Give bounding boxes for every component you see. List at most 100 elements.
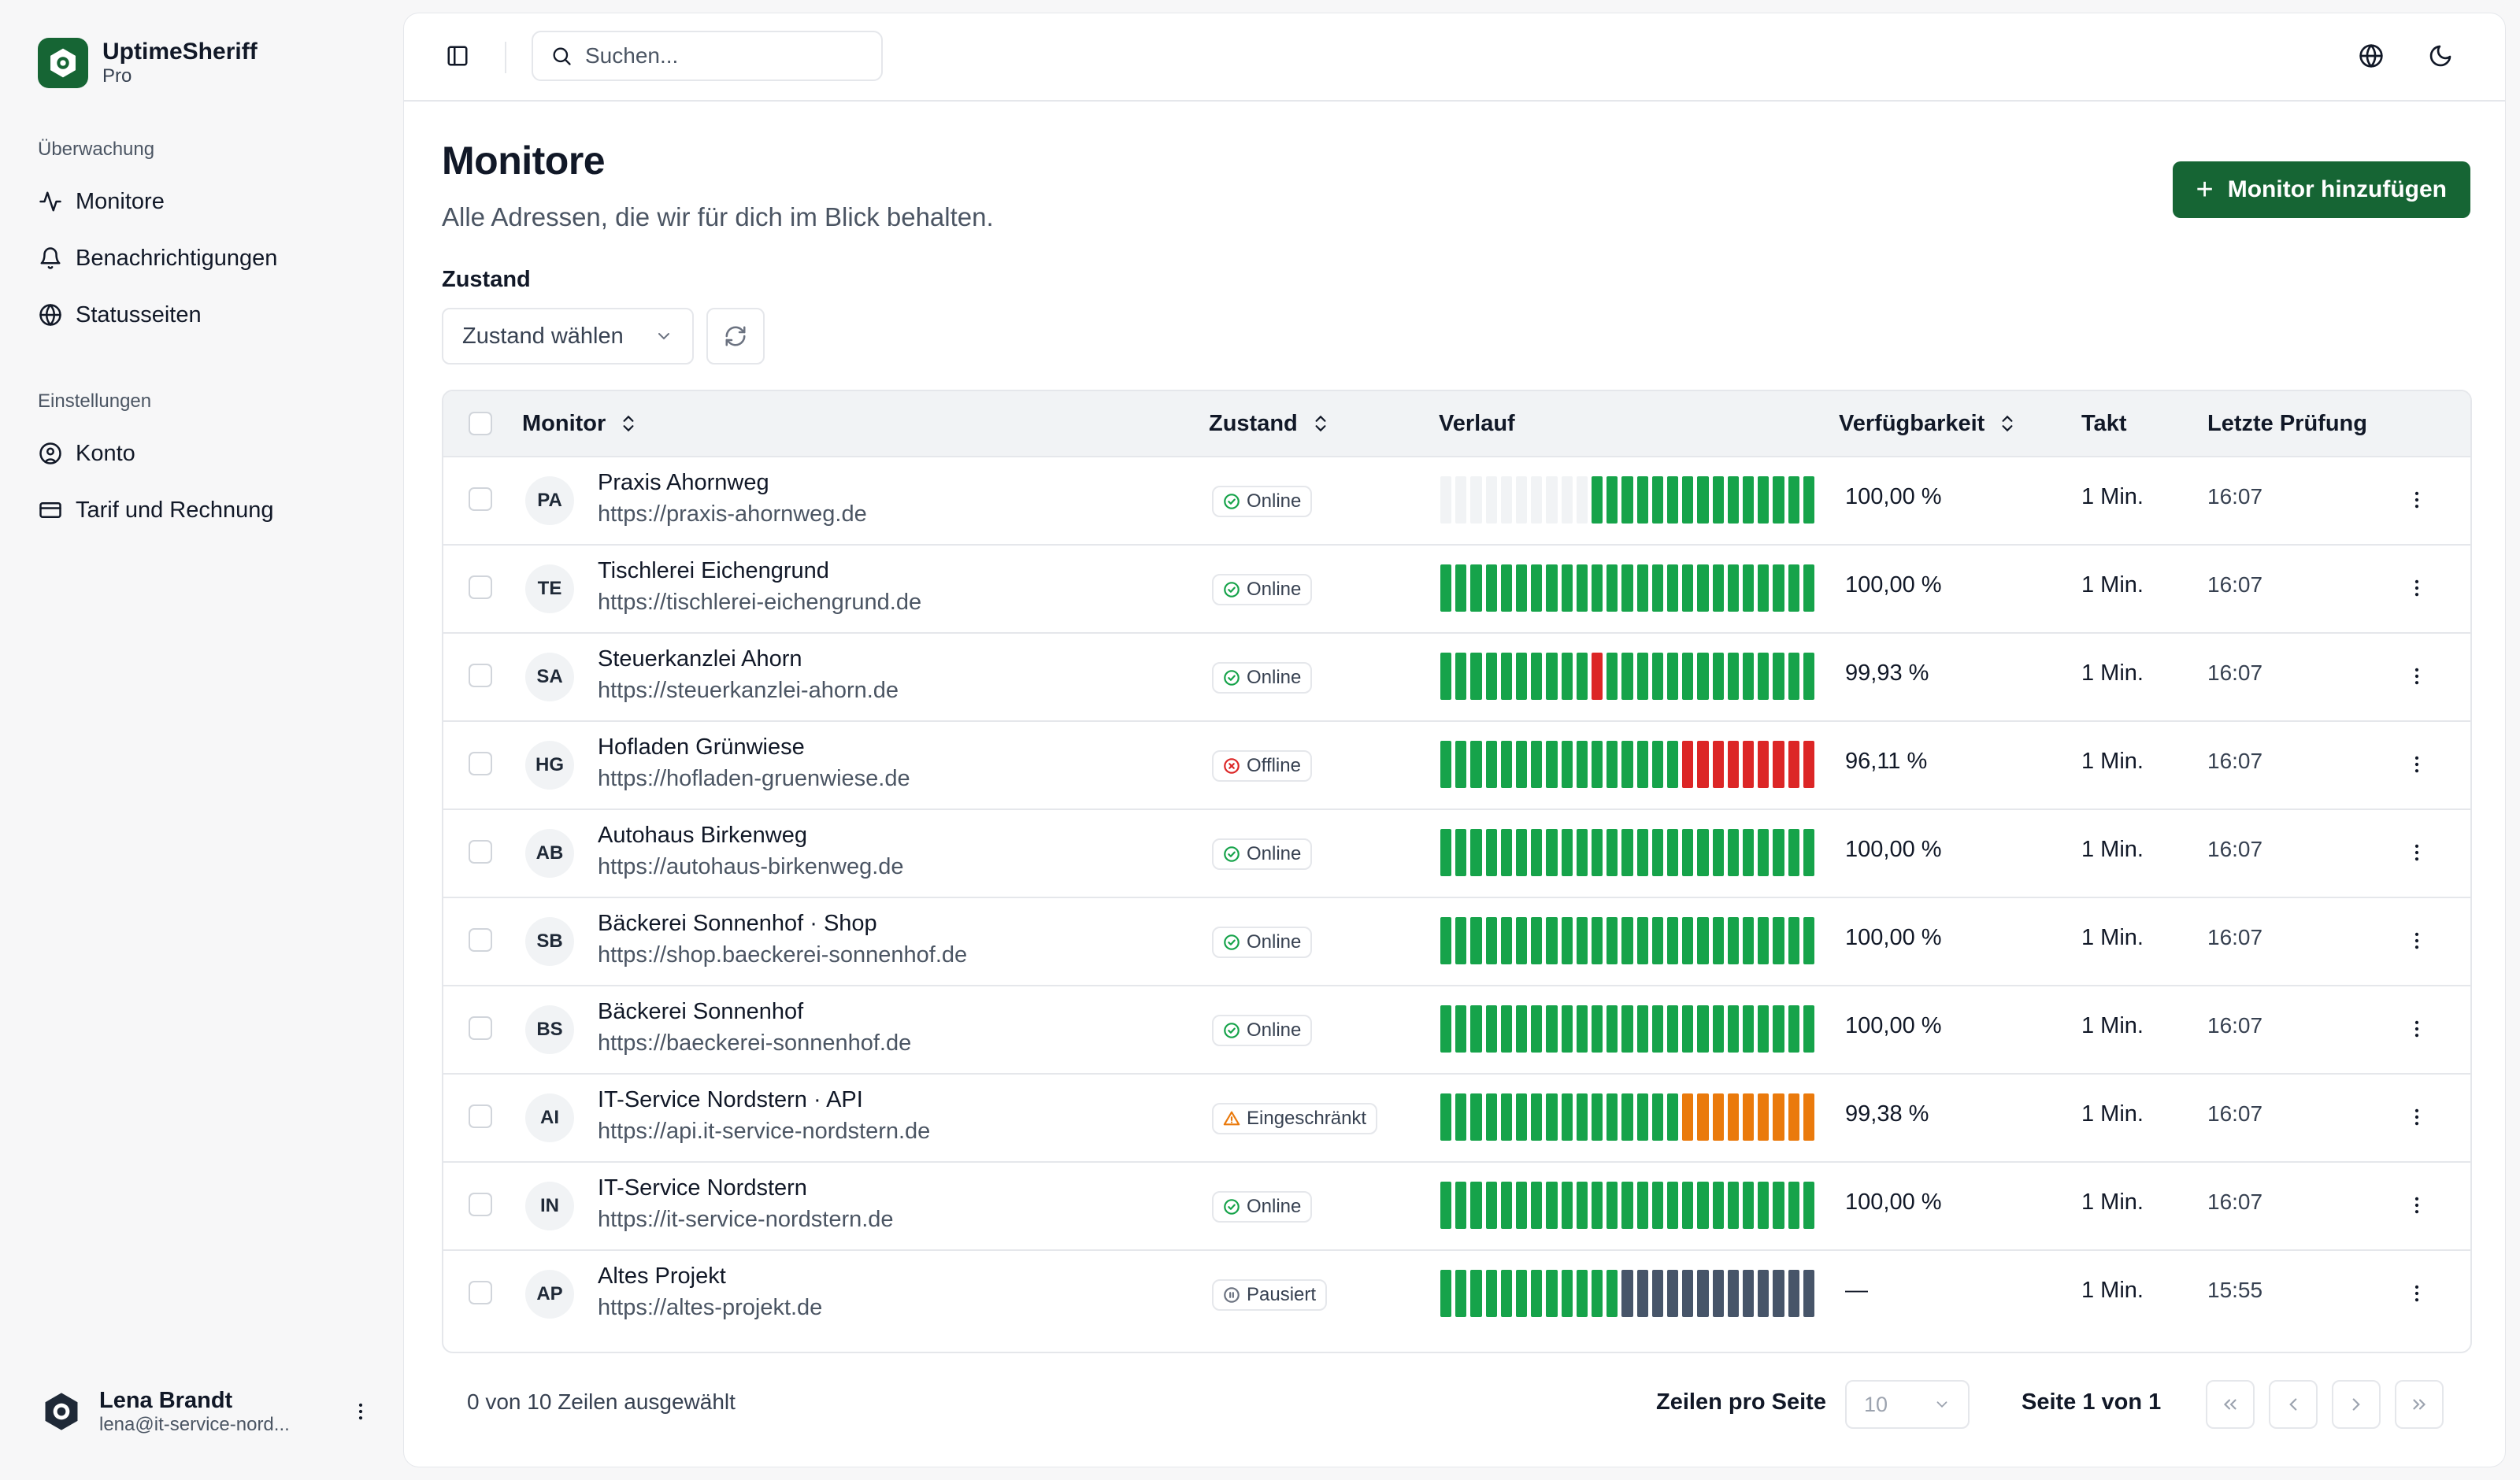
history-bar[interactable] bbox=[1576, 917, 1588, 964]
history-bar[interactable] bbox=[1682, 741, 1694, 788]
history-bar[interactable] bbox=[1440, 917, 1452, 964]
history-bar[interactable] bbox=[1485, 1005, 1497, 1053]
table-row[interactable]: IN IT-Service Nordstern https://it-service… bbox=[443, 1161, 2470, 1251]
history-bar[interactable] bbox=[1470, 1182, 1482, 1229]
history-bar[interactable] bbox=[1712, 1005, 1724, 1053]
history-bar[interactable] bbox=[1470, 1270, 1482, 1317]
history-bar[interactable] bbox=[1788, 1182, 1799, 1229]
monitor-url[interactable]: https://shop.baeckerei-sonnenhof.de bbox=[598, 942, 968, 968]
history-bar[interactable] bbox=[1606, 829, 1618, 876]
history-bar[interactable] bbox=[1636, 917, 1648, 964]
sidebar-item-tarif-und-rechnung[interactable]: Tarif und Rechnung bbox=[38, 490, 376, 531]
history-bar[interactable] bbox=[1651, 1005, 1663, 1053]
history-bar[interactable] bbox=[1485, 476, 1497, 524]
sidebar-item-benachrichtigungen[interactable]: Benachrichtigungen bbox=[38, 238, 376, 279]
history-bar[interactable] bbox=[1485, 564, 1497, 612]
history-bar[interactable] bbox=[1470, 476, 1482, 524]
history-bar[interactable] bbox=[1455, 653, 1467, 700]
history-bar[interactable] bbox=[1636, 564, 1648, 612]
history-bar[interactable] bbox=[1561, 829, 1573, 876]
history-bar[interactable] bbox=[1697, 1093, 1709, 1141]
history-bar[interactable] bbox=[1712, 829, 1724, 876]
history-bar[interactable] bbox=[1803, 564, 1814, 612]
history-bar[interactable] bbox=[1440, 1093, 1452, 1141]
history-bar[interactable] bbox=[1455, 829, 1467, 876]
history-bar[interactable] bbox=[1576, 1270, 1588, 1317]
history-bar[interactable] bbox=[1470, 1005, 1482, 1053]
history-bar[interactable] bbox=[1561, 1182, 1573, 1229]
history-bar[interactable] bbox=[1561, 476, 1573, 524]
history-bar[interactable] bbox=[1500, 653, 1512, 700]
history-bar[interactable] bbox=[1440, 829, 1452, 876]
table-row[interactable]: SA Steuerkanzlei Ahorn https://steuerkanzl… bbox=[443, 632, 2470, 722]
history-bar[interactable] bbox=[1712, 1182, 1724, 1229]
history-bar[interactable] bbox=[1621, 1182, 1633, 1229]
history-bar[interactable] bbox=[1712, 1270, 1724, 1317]
history-bar[interactable] bbox=[1546, 741, 1558, 788]
history-bar[interactable] bbox=[1788, 1093, 1799, 1141]
history-bar[interactable] bbox=[1546, 1270, 1558, 1317]
history-bar[interactable] bbox=[1758, 1270, 1770, 1317]
history-bar[interactable] bbox=[1606, 917, 1618, 964]
more-vertical-icon[interactable] bbox=[2400, 1100, 2434, 1134]
column-header-verfuegbarkeit[interactable]: Verfügbarkeit bbox=[1839, 391, 2018, 456]
history-bar[interactable] bbox=[1561, 564, 1573, 612]
history-bar[interactable] bbox=[1531, 653, 1543, 700]
history-bar[interactable] bbox=[1803, 1093, 1814, 1141]
history-bar[interactable] bbox=[1485, 917, 1497, 964]
history-bar[interactable] bbox=[1727, 1270, 1739, 1317]
history-bar[interactable] bbox=[1516, 1005, 1528, 1053]
history-bar[interactable] bbox=[1788, 476, 1799, 524]
history-bar[interactable] bbox=[1440, 564, 1452, 612]
history-bar[interactable] bbox=[1440, 1005, 1452, 1053]
monitor-url[interactable]: https://autohaus-birkenweg.de bbox=[598, 854, 904, 879]
history-bar[interactable] bbox=[1803, 829, 1814, 876]
history-bar[interactable] bbox=[1636, 1182, 1648, 1229]
history-bar[interactable] bbox=[1516, 741, 1528, 788]
more-vertical-icon[interactable] bbox=[2400, 1012, 2434, 1046]
table-row[interactable]: AI IT-Service Nordstern · API https://api.… bbox=[443, 1073, 2470, 1163]
history-bar[interactable] bbox=[1697, 741, 1709, 788]
history-bar[interactable] bbox=[1485, 829, 1497, 876]
history-bar[interactable] bbox=[1500, 1093, 1512, 1141]
history-bar[interactable] bbox=[1803, 1182, 1814, 1229]
history-bar[interactable] bbox=[1516, 653, 1528, 700]
dark-mode-moon-icon[interactable] bbox=[2418, 34, 2463, 78]
row-checkbox[interactable] bbox=[469, 575, 492, 599]
history-bar[interactable] bbox=[1516, 1093, 1528, 1141]
history-bar[interactable] bbox=[1546, 917, 1558, 964]
history-bar[interactable] bbox=[1485, 741, 1497, 788]
history-bar[interactable] bbox=[1621, 1270, 1633, 1317]
history-bar[interactable] bbox=[1743, 1093, 1755, 1141]
history-bar[interactable] bbox=[1500, 564, 1512, 612]
more-vertical-icon[interactable] bbox=[2400, 659, 2434, 694]
sidebar-item-statusseiten[interactable]: Statusseiten bbox=[38, 294, 376, 335]
history-bar[interactable] bbox=[1592, 476, 1603, 524]
row-checkbox[interactable] bbox=[469, 1281, 492, 1304]
history-bar[interactable] bbox=[1682, 564, 1694, 612]
table-row[interactable]: SB Bäckerei Sonnenhof · Shop https://shop.… bbox=[443, 897, 2470, 986]
brand[interactable]: UptimeSheriff Pro bbox=[38, 38, 258, 88]
history-bar[interactable] bbox=[1697, 1182, 1709, 1229]
history-bar[interactable] bbox=[1697, 1005, 1709, 1053]
history-bar[interactable] bbox=[1788, 829, 1799, 876]
more-vertical-icon[interactable] bbox=[2400, 835, 2434, 870]
history-bar[interactable] bbox=[1773, 741, 1784, 788]
history-bar[interactable] bbox=[1727, 741, 1739, 788]
history-bar[interactable] bbox=[1531, 741, 1543, 788]
history-bar[interactable] bbox=[1773, 917, 1784, 964]
history-bar[interactable] bbox=[1546, 829, 1558, 876]
history-bar[interactable] bbox=[1712, 917, 1724, 964]
monitor-url[interactable]: https://api.it-service-nordstern.de bbox=[598, 1119, 931, 1144]
history-bar[interactable] bbox=[1576, 829, 1588, 876]
history-bar[interactable] bbox=[1546, 476, 1558, 524]
history-bar[interactable] bbox=[1758, 1005, 1770, 1053]
history-bar[interactable] bbox=[1440, 1270, 1452, 1317]
history-bar[interactable] bbox=[1561, 917, 1573, 964]
history-bar[interactable] bbox=[1651, 741, 1663, 788]
history-bar[interactable] bbox=[1682, 1093, 1694, 1141]
history-bar[interactable] bbox=[1470, 829, 1482, 876]
history-bar[interactable] bbox=[1788, 653, 1799, 700]
status-filter-select[interactable]: Zustand wählen bbox=[442, 308, 694, 364]
history-bar[interactable] bbox=[1470, 653, 1482, 700]
